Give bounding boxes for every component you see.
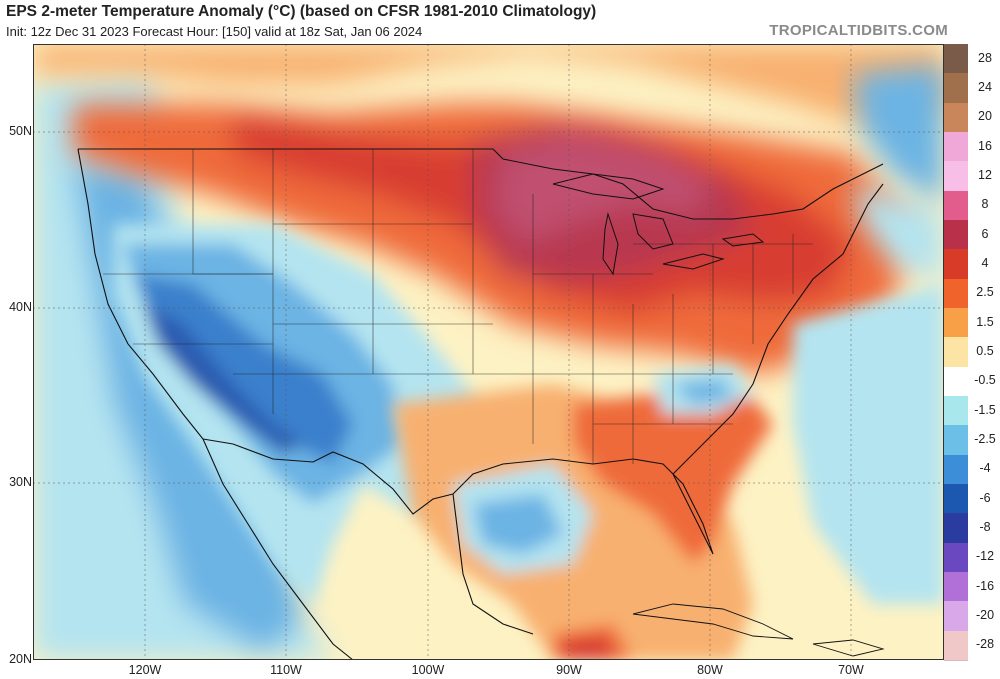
colorbar-label: -1.5	[974, 402, 996, 417]
colorbar-label: 24	[978, 79, 992, 94]
gulf-field	[393, 284, 944, 660]
us-canada-border	[78, 148, 884, 220]
colorbar-label: 2.5	[976, 285, 994, 300]
colorbar-swatch	[944, 454, 968, 485]
colorbar-swatch	[944, 190, 968, 221]
map-frame	[33, 44, 944, 660]
colorbar-swatch	[944, 278, 968, 309]
colorbar-level: 4	[944, 249, 1000, 280]
colorbar-level: 24	[944, 73, 1000, 104]
colorbar-label: 20	[978, 109, 992, 124]
colorbar-level: 20	[944, 102, 1000, 133]
colorbar-label: 8	[981, 197, 989, 212]
colorbar-level: -16	[944, 572, 1000, 603]
colorbar-label: -20	[975, 607, 995, 622]
colorbar-swatch	[944, 132, 968, 163]
colorbar-swatch	[944, 542, 968, 573]
colorbar-label: -0.5	[974, 373, 996, 388]
colorbar-label: -12	[975, 549, 995, 564]
lon-label-90w: 90W	[556, 663, 582, 677]
lat-label-20n: 20N	[9, 652, 32, 666]
colorbar-level: -0.5	[944, 366, 1000, 397]
colorbar-swatch	[944, 161, 968, 192]
anomaly-map	[33, 44, 944, 660]
great-lakes	[552, 173, 765, 276]
graticule	[33, 44, 944, 660]
map-title: EPS 2-meter Temperature Anomaly (°C) (ba…	[6, 3, 597, 20]
colorbar-level: -1.5	[944, 396, 1000, 427]
colorbar-swatch	[944, 44, 968, 75]
lon-label-120w: 120W	[128, 663, 162, 677]
colorbar-level: 2.5	[944, 278, 1000, 309]
colorbar-level: 16	[944, 132, 1000, 163]
colorbar-level: -6	[944, 484, 1000, 515]
atlantic-cool-field	[853, 64, 944, 284]
colorbar-label: -6	[979, 490, 991, 505]
colorbar-label: 6	[981, 226, 989, 241]
colorbar-swatch	[944, 220, 968, 251]
us-mexico-border	[202, 438, 454, 515]
colorbar-swatch	[944, 366, 968, 397]
colorbar-swatch	[944, 249, 968, 280]
colorbar-level: 6	[944, 220, 1000, 251]
lat-label-50n: 50N	[9, 124, 32, 138]
colorbar-level: 1.5	[944, 308, 1000, 339]
colorbar-label: -8	[979, 519, 991, 534]
colorbar-level: -20	[944, 601, 1000, 632]
gulf-coast	[452, 458, 714, 555]
lon-label-80w: 80W	[697, 663, 723, 677]
colorbar-swatch	[944, 308, 968, 339]
colorbar-label: 1.5	[976, 314, 994, 329]
us-west-coast	[77, 148, 204, 440]
colorbar-level: -12	[944, 542, 1000, 573]
borders	[77, 148, 884, 660]
colorbar-label: 0.5	[976, 343, 994, 358]
colorbar-swatch	[944, 513, 968, 544]
colorbar-label: 4	[981, 255, 989, 270]
colorbar-label: 28	[978, 50, 992, 65]
colorbar-level: 0.5	[944, 337, 1000, 368]
colorbar-level: -2.5	[944, 425, 1000, 456]
colorbar-label: -4	[979, 461, 991, 476]
colorbar-label: 12	[978, 167, 992, 182]
colorbar-legend: 28 24 20 16 12 8 6 4 2.5 1.5 0.5 -0.5 -1.5 -2.5 -4 -6 -8…	[944, 44, 1000, 661]
colorbar-level: -28	[944, 630, 1000, 661]
colorbar-label: 16	[978, 138, 992, 153]
run-info: Init: 12z Dec 31 2023 Forecast Hour: [15…	[6, 24, 423, 39]
colorbar-label: -2.5	[974, 431, 996, 446]
colorbar-swatch	[944, 396, 968, 427]
colorbar-level: -8	[944, 513, 1000, 544]
colorbar-swatch	[944, 102, 968, 133]
lon-label-110w: 110W	[270, 663, 302, 677]
lon-label-70w: 70W	[838, 663, 864, 677]
colorbar-swatch	[944, 630, 968, 661]
colorbar-swatch	[944, 337, 968, 368]
lat-label-40n: 40N	[9, 300, 32, 314]
colorbar-swatch	[944, 601, 968, 632]
colorbar-swatch	[944, 73, 968, 104]
colorbar-level: 8	[944, 190, 1000, 221]
state-lines	[103, 149, 813, 464]
colorbar-level: 28	[944, 44, 1000, 75]
lon-label-100w: 100W	[411, 663, 445, 677]
mexico-coast	[202, 438, 354, 660]
colorbar-swatch	[944, 572, 968, 603]
colorbar-swatch	[944, 425, 968, 456]
colorbar-level: -4	[944, 454, 1000, 485]
colorbar-level: 12	[944, 161, 1000, 192]
caribbean-islands	[632, 603, 885, 657]
colorbar-label: -16	[975, 578, 995, 593]
lat-label-30n: 30N	[9, 475, 32, 489]
colorbar-label: -28	[975, 637, 995, 652]
brand-watermark: TROPICALTIDBITS.COM	[769, 22, 948, 39]
colorbar-swatch	[944, 484, 968, 515]
